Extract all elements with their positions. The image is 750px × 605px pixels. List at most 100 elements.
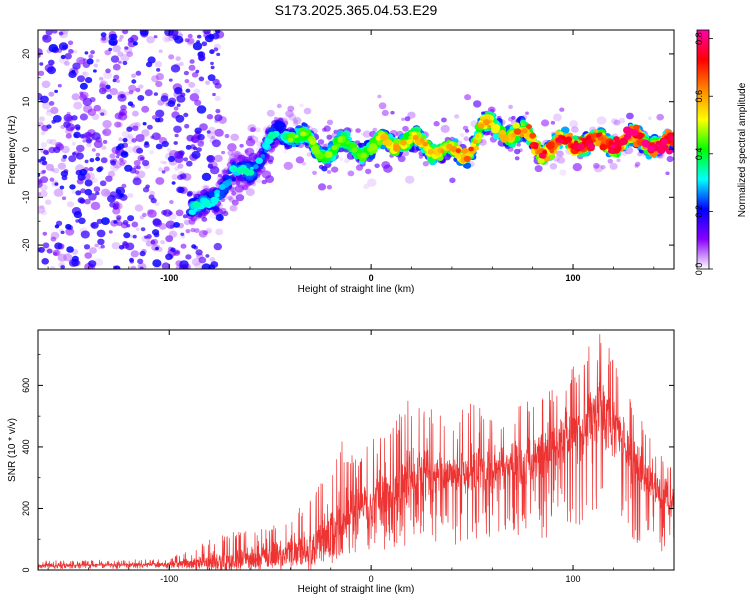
snr-y-tick-label: 0 xyxy=(21,567,31,572)
heatmap-cell xyxy=(265,175,275,184)
heatmap-cell xyxy=(79,198,86,204)
heatmap-cell xyxy=(124,136,135,145)
heatmap-cell xyxy=(42,169,47,174)
heatmap-cell xyxy=(118,38,123,42)
heatmap-cell xyxy=(161,262,170,269)
heatmap-cell xyxy=(102,120,112,129)
heatmap-cell xyxy=(179,260,189,269)
heatmap-cell xyxy=(655,140,661,146)
colorbar-label: Normalized spectral amplitude xyxy=(737,82,748,217)
heatmap-cell xyxy=(105,68,111,74)
heatmap-cell xyxy=(100,112,105,116)
heatmap-cell xyxy=(95,156,101,162)
heatmap-cell xyxy=(194,228,200,233)
heatmap-cell xyxy=(59,185,65,190)
heatmap-cell xyxy=(647,145,654,151)
heatmap-cell xyxy=(38,159,42,163)
heatmap-cell xyxy=(168,78,173,82)
heatmap-cell xyxy=(57,162,66,170)
heatmap-cell xyxy=(580,137,585,141)
heatmap-cell xyxy=(381,109,389,117)
heatmap-cell xyxy=(124,164,133,172)
heatmap-cell xyxy=(402,150,410,157)
heatmap-cell xyxy=(71,190,76,194)
heatmap-cell xyxy=(131,79,137,84)
heatmap-cell xyxy=(120,53,130,62)
heatmap-cell xyxy=(176,103,181,107)
heatmap-cell xyxy=(222,210,229,217)
heatmap-cell xyxy=(596,116,607,125)
heatmap-cell xyxy=(76,144,85,153)
heatmap-cell xyxy=(363,183,370,190)
heatmap-cell xyxy=(146,234,152,239)
heatmap-cell xyxy=(288,113,297,121)
heatmap-cell xyxy=(227,195,233,200)
heatmap-cell xyxy=(165,253,173,261)
heatmap-cell xyxy=(404,116,411,122)
heatmap-cell xyxy=(52,30,58,34)
snr-axes: -100 0 100 0 200 400 600 xyxy=(21,330,674,584)
heatmap-cell xyxy=(82,58,87,62)
heatmap-cell xyxy=(217,173,223,178)
heatmap-cell xyxy=(127,101,134,106)
heatmap-cell xyxy=(231,199,239,206)
heatmap-cell xyxy=(129,234,134,239)
heatmap-cell xyxy=(344,158,350,164)
heatmap-cell xyxy=(155,177,165,185)
heatmap-cell xyxy=(188,81,196,88)
heatmap-cell xyxy=(132,177,142,186)
heatmap-cell xyxy=(71,93,80,101)
heatmap-cell xyxy=(84,131,92,139)
heatmap-cell xyxy=(212,92,216,97)
heatmap-cell xyxy=(163,161,167,165)
heatmap-cell xyxy=(214,95,221,101)
heatmap-cell xyxy=(206,130,211,134)
colorbar-tick-label: 0.8 xyxy=(694,32,704,45)
heatmap-cell xyxy=(500,135,509,143)
heatmap-cell xyxy=(176,95,186,103)
heatmap-cell xyxy=(38,173,41,177)
heatmap-cell xyxy=(487,124,492,129)
heatmap-cell xyxy=(557,156,566,164)
heatmap-cell xyxy=(42,242,50,249)
heatmap-cell xyxy=(142,122,147,126)
heatmap-cell xyxy=(473,100,482,108)
heatmap-cell xyxy=(549,148,555,153)
heatmap-cell xyxy=(209,257,216,263)
heatmap-cell xyxy=(109,202,116,208)
heatmap-cell xyxy=(58,31,64,36)
spectrogram-y-tick-label: -20 xyxy=(21,239,31,252)
heatmap-cell xyxy=(101,36,107,41)
heatmap-cell xyxy=(80,188,86,194)
heatmap-cell xyxy=(163,166,170,172)
snr-panel: -100 0 100 0 200 400 600 Height of straight li… xyxy=(7,329,675,595)
heatmap-cell xyxy=(84,179,93,187)
heatmap-cell xyxy=(160,95,169,102)
heatmap-cell xyxy=(137,262,147,269)
heatmap-cell xyxy=(57,84,62,88)
heatmap-cell xyxy=(198,230,208,238)
heatmap-cell xyxy=(131,221,139,228)
heatmap-cell xyxy=(250,127,256,133)
heatmap-cell xyxy=(393,145,401,152)
heatmap-cell xyxy=(86,142,92,148)
heatmap-cell xyxy=(668,135,674,142)
heatmap-cell xyxy=(377,94,382,99)
heatmap-cell xyxy=(206,155,216,163)
heatmap-cell xyxy=(248,152,258,161)
heatmap-cell xyxy=(196,105,207,114)
heatmap-cell xyxy=(361,152,367,158)
heatmap-cell xyxy=(193,88,201,95)
heatmap-cell xyxy=(88,54,94,59)
heatmap-cell xyxy=(227,150,234,156)
heatmap-cell xyxy=(189,93,200,102)
heatmap-cell xyxy=(40,142,48,148)
heatmap-cell xyxy=(79,91,84,96)
heatmap-cell xyxy=(153,92,158,96)
heatmap-cell xyxy=(71,115,78,121)
heatmap-cell xyxy=(82,97,93,106)
heatmap-cell xyxy=(299,103,304,108)
heatmap-cell xyxy=(60,230,65,235)
heatmap-cell xyxy=(50,106,59,114)
heatmap-cell xyxy=(215,30,221,34)
